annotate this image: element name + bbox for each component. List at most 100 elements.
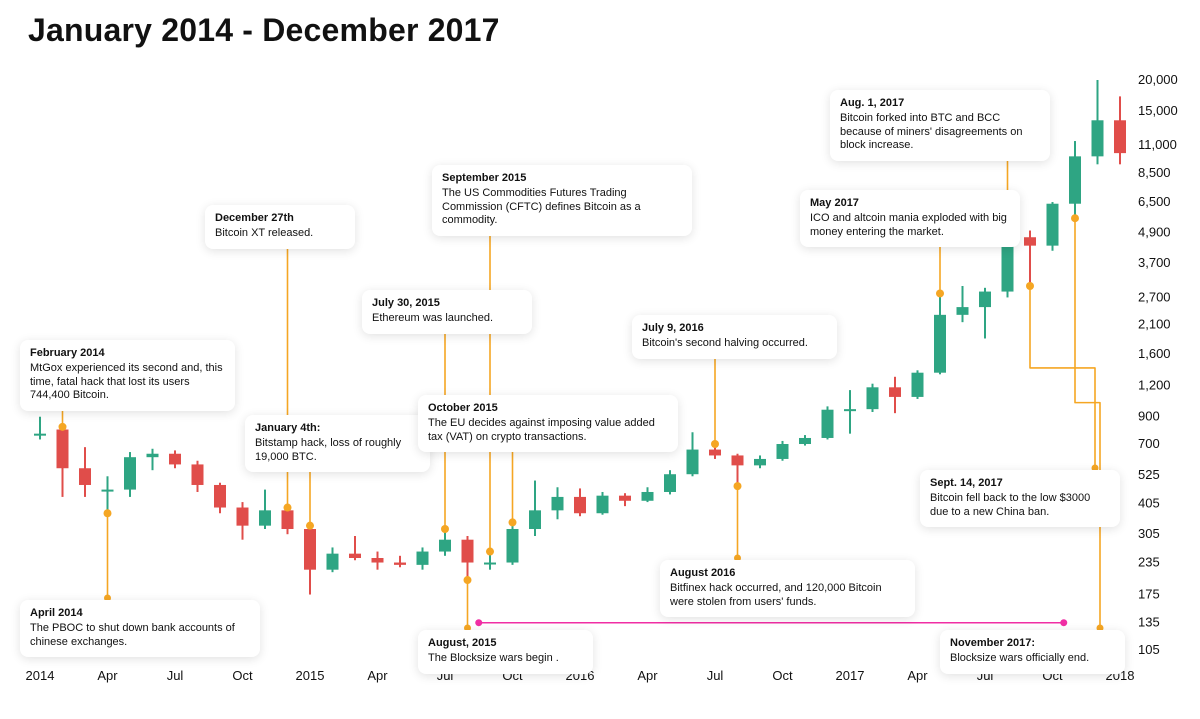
candle-body (912, 373, 924, 397)
callout-heading: November 2017: (950, 637, 1115, 651)
callout-card: November 2017:Blocksize wars officially … (940, 630, 1125, 674)
y-tick-label: 405 (1138, 495, 1160, 510)
span-line-dot (475, 619, 482, 626)
callout-heading: October 2015 (428, 402, 668, 416)
callout-dot (464, 576, 472, 584)
chart-area: 1051351752353054055257009001,2001,6002,1… (20, 70, 1180, 690)
callout-body: Bitcoin forked into BTC and BCC because … (840, 112, 1040, 153)
candle-body (889, 387, 901, 397)
candle-body (754, 459, 766, 465)
candle-body (259, 510, 271, 525)
callout-line (1030, 286, 1095, 468)
candle-body (439, 540, 451, 552)
candle-body (799, 438, 811, 444)
callout-body: The PBOC to shut down bank accounts of c… (30, 622, 250, 650)
y-tick-label: 235 (1138, 555, 1160, 570)
candle-body (732, 455, 744, 465)
y-tick-label: 175 (1138, 587, 1160, 602)
candle-body (327, 554, 339, 570)
candle-body (529, 510, 541, 529)
y-tick-label: 8,500 (1138, 165, 1171, 180)
candle-body (664, 474, 676, 492)
callout-body: Bitcoin XT released. (215, 227, 345, 241)
callout-card: September 2015The US Commodities Futures… (432, 165, 692, 236)
candle-body (934, 315, 946, 373)
candle-body (709, 450, 721, 456)
x-tick-label: 2015 (296, 668, 325, 683)
candle-body (1024, 237, 1036, 245)
callout-heading: July 9, 2016 (642, 322, 827, 336)
callout-heading: April 2014 (30, 607, 250, 621)
y-tick-label: 3,700 (1138, 255, 1171, 270)
y-tick-label: 900 (1138, 409, 1160, 424)
candle-body (34, 434, 46, 436)
callout-card: October 2015The EU decides against impos… (418, 395, 678, 452)
candle-body (822, 410, 834, 438)
y-tick-label: 305 (1138, 526, 1160, 541)
y-tick-label: 2,100 (1138, 317, 1171, 332)
callout-heading: December 27th (215, 212, 345, 226)
callout-dot (104, 509, 112, 517)
candle-body (417, 552, 429, 565)
y-tick-label: 1,600 (1138, 346, 1171, 361)
callout-card: Aug. 1, 2017Bitcoin forked into BTC and … (830, 90, 1050, 161)
y-tick-label: 525 (1138, 467, 1160, 482)
x-tick-label: Jul (707, 668, 724, 683)
candle-body (1069, 156, 1081, 203)
callout-heading: September 2015 (442, 172, 682, 186)
y-tick-label: 135 (1138, 615, 1160, 630)
y-tick-label: 11,000 (1138, 137, 1177, 152)
y-tick-label: 2,700 (1138, 289, 1171, 304)
chart-title: January 2014 - December 2017 (28, 12, 500, 49)
x-tick-label: Apr (907, 668, 928, 683)
callout-card: February 2014MtGox experienced its secon… (20, 340, 235, 411)
candle-body (1092, 120, 1104, 156)
y-tick-label: 1,200 (1138, 377, 1171, 392)
callout-dot (1071, 214, 1079, 222)
candle-body (79, 468, 91, 485)
callout-dot (734, 482, 742, 490)
callout-body: Bitstamp hack, loss of roughly 19,000 BT… (255, 437, 420, 465)
y-tick-label: 20,000 (1138, 72, 1178, 87)
candle-body (237, 508, 249, 526)
callout-card: May 2017ICO and altcoin mania exploded w… (800, 190, 1020, 247)
callout-body: Ethereum was launched. (372, 312, 522, 326)
callout-body: ICO and altcoin mania exploded with big … (810, 212, 1010, 240)
callout-heading: Aug. 1, 2017 (840, 97, 1040, 111)
callout-heading: Sept. 14, 2017 (930, 477, 1110, 491)
x-tick-label: Apr (367, 668, 388, 683)
callout-body: Blocksize wars officially end. (950, 652, 1115, 666)
callout-heading: January 4th: (255, 422, 420, 436)
callout-dot (936, 289, 944, 297)
candle-body (349, 554, 361, 558)
callout-dot (509, 518, 517, 526)
candle-body (777, 444, 789, 459)
x-tick-label: Oct (772, 668, 793, 683)
callout-card: July 9, 2016Bitcoin's second halving occ… (632, 315, 837, 359)
candle-body (169, 454, 181, 465)
callout-line (1075, 218, 1100, 628)
callout-dot (441, 525, 449, 533)
x-tick-label: 2014 (26, 668, 55, 683)
callout-card: August 2016Bitfinex hack occurred, and 1… (660, 560, 915, 617)
candle-body (552, 497, 564, 510)
y-tick-label: 15,000 (1138, 103, 1178, 118)
x-tick-label: Apr (97, 668, 118, 683)
callout-body: The EU decides against imposing value ad… (428, 417, 668, 445)
callout-body: The Blocksize wars begin . (428, 652, 583, 666)
candle-body (957, 307, 969, 315)
candle-body (102, 490, 114, 492)
callout-card: July 30, 2015Ethereum was launched. (362, 290, 532, 334)
y-tick-label: 4,900 (1138, 225, 1171, 240)
callout-body: Bitcoin's second halving occurred. (642, 337, 827, 351)
x-tick-label: 2017 (836, 668, 865, 683)
candle-body (462, 540, 474, 563)
callout-dot (59, 423, 67, 431)
y-tick-label: 700 (1138, 436, 1160, 451)
candle-body (304, 529, 316, 570)
callout-heading: August 2016 (670, 567, 905, 581)
candle-body (574, 497, 586, 513)
callout-heading: February 2014 (30, 347, 225, 361)
callout-body: Bitfinex hack occurred, and 120,000 Bitc… (670, 582, 905, 610)
callout-card: January 4th:Bitstamp hack, loss of rough… (245, 415, 430, 472)
